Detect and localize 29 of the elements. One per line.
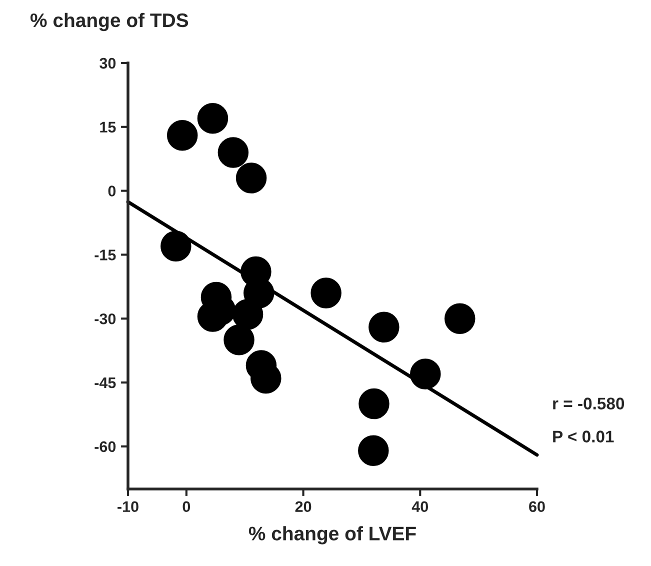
x-tick-label: 0 — [182, 501, 190, 512]
y-tick-label: -60 — [94, 441, 116, 452]
x-axis-title: % change of LVEF — [248, 526, 416, 544]
text: r = -0.580 — [553, 398, 624, 410]
point — [444, 303, 476, 334]
x-tick-label: -10 — [118, 501, 138, 512]
x-tick-label: 40 — [412, 501, 428, 512]
x-tick-label: 60 — [529, 501, 545, 512]
y-tick-label: -45 — [94, 378, 116, 388]
x-tick-label: 20 — [295, 501, 312, 512]
y-tick-label: 0 — [108, 186, 116, 196]
point — [310, 278, 342, 308]
point — [224, 324, 254, 356]
y-tick-label: -15 — [94, 250, 116, 260]
point — [358, 388, 390, 420]
y-tick-label: -30 — [94, 313, 116, 324]
point — [197, 103, 228, 134]
point — [236, 162, 267, 194]
point — [232, 298, 264, 330]
y-axis-title: % change of TDS — [30, 12, 188, 32]
point — [166, 120, 198, 151]
point — [358, 435, 389, 466]
y-tick-label: 30 — [100, 58, 116, 69]
point — [160, 230, 192, 262]
text: P < 0.01 — [553, 430, 614, 442]
point — [218, 137, 249, 168]
y-tick-label: 15 — [100, 122, 116, 133]
point — [410, 358, 441, 390]
point — [368, 312, 400, 342]
